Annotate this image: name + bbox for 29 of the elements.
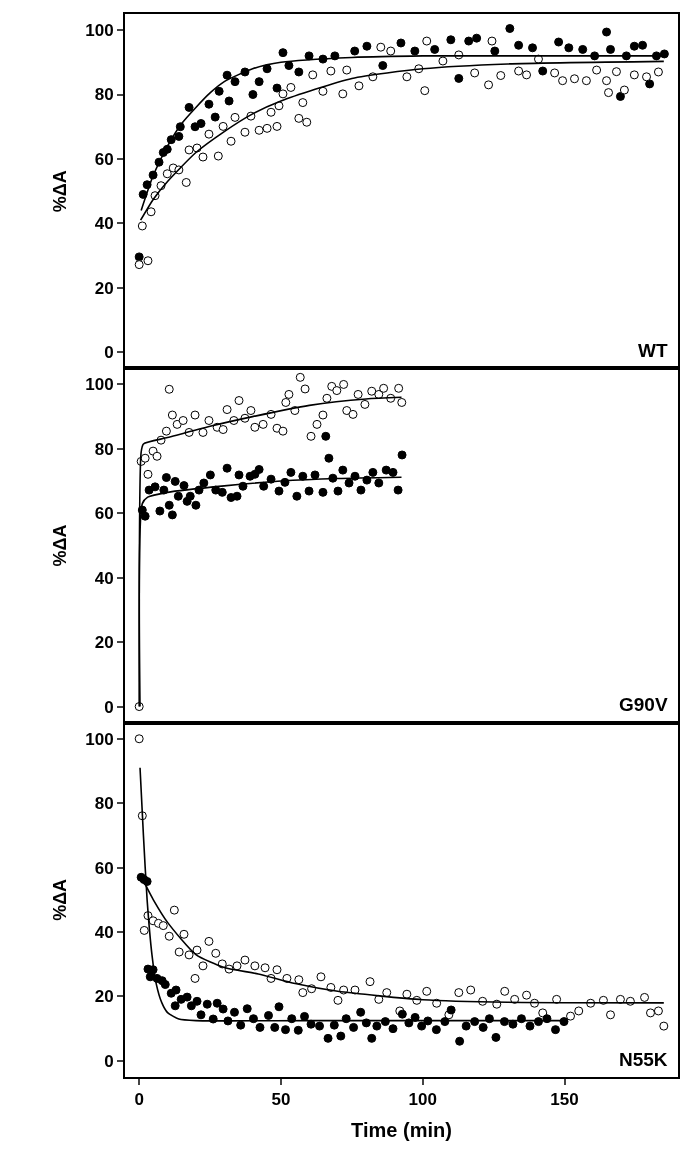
y-tick-label: 40 — [94, 214, 114, 234]
y-tick-label: 100 — [85, 21, 114, 41]
y-tick-label: 20 — [94, 633, 114, 653]
x-axis-title: Time (min) — [351, 1119, 452, 1142]
y-tick-label: 20 — [94, 987, 114, 1007]
y-tick-label: 80 — [94, 85, 114, 105]
y-tick-label: 100 — [85, 375, 114, 395]
x-tick-label: 0 — [134, 1090, 144, 1110]
x-tick-label: 150 — [550, 1090, 579, 1110]
y-axis-title: %ΔA — [49, 524, 70, 567]
annotation: G90V — [619, 694, 668, 715]
y-tick-label: 0 — [104, 1051, 114, 1071]
y-tick-label: 0 — [104, 343, 114, 363]
y-tick-label: 40 — [94, 923, 114, 942]
y-tick-label: 80 — [94, 439, 114, 459]
y-tick-label: 80 — [94, 794, 114, 814]
y-tick-label: 100 — [85, 729, 114, 749]
annotation: WT — [638, 340, 668, 361]
y-tick-label: 60 — [94, 504, 114, 524]
y-axis-title: %ΔA — [49, 170, 70, 213]
x-tick-label: 50 — [271, 1090, 291, 1110]
y-tick-label: 40 — [94, 568, 114, 588]
y-tick-label: 60 — [94, 149, 114, 169]
y-tick-label: 0 — [104, 697, 114, 717]
y-tick-label: 20 — [94, 278, 114, 298]
x-tick-label: 100 — [408, 1090, 437, 1110]
annotation: N55K — [619, 1049, 668, 1070]
y-tick-label: 60 — [94, 858, 114, 878]
y-axis-title: %ΔA — [49, 878, 70, 921]
